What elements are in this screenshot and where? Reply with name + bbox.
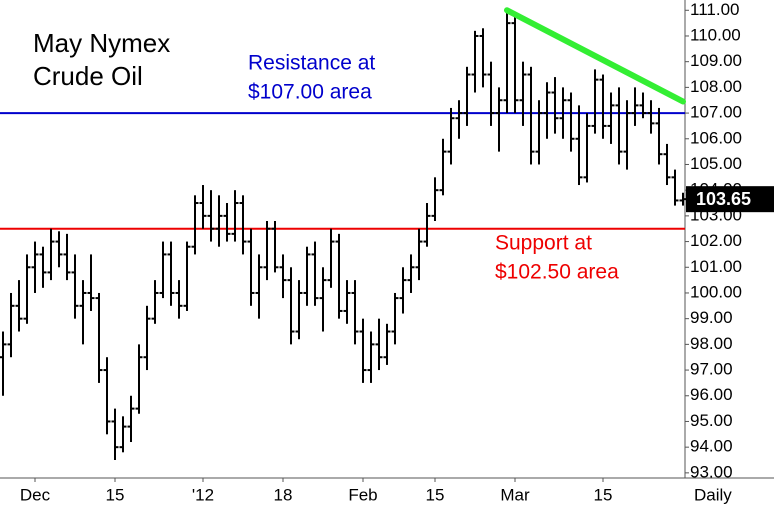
y-tick-label: 99.00: [690, 308, 733, 327]
last-price-label: 103.65: [696, 189, 751, 209]
y-tick-label: 105.00: [690, 154, 742, 173]
last-price-box: [686, 186, 774, 213]
level-annotation: $102.50 area: [495, 261, 619, 284]
x-unit-label: Daily: [694, 485, 732, 504]
x-tick-label: 15: [426, 485, 445, 504]
x-tick-label: 15: [106, 485, 125, 504]
y-tick-label: 107.00: [690, 103, 742, 122]
x-tick-label: Mar: [500, 485, 530, 504]
chart-title: Crude Oil: [33, 61, 143, 91]
y-tick-label: 93.00: [690, 462, 733, 481]
y-tick-label: 109.00: [690, 51, 742, 70]
x-tick-label: Feb: [348, 485, 377, 504]
y-tick-label: 97.00: [690, 360, 733, 379]
y-tick-label: 96.00: [690, 385, 733, 404]
y-tick-label: 108.00: [690, 77, 742, 96]
y-tick-label: 95.00: [690, 411, 733, 430]
y-tick-label: 94.00: [690, 437, 733, 456]
y-tick-label: 111.00: [690, 0, 739, 19]
y-tick-label: 98.00: [690, 334, 733, 353]
y-tick-label: 100.00: [690, 282, 742, 301]
x-tick-label: 18: [274, 485, 293, 504]
x-tick-label: '12: [192, 485, 214, 504]
y-tick-label: 102.00: [690, 231, 742, 250]
level-annotation: Support at: [495, 232, 592, 255]
chart-title: May Nymex: [33, 28, 170, 58]
trendline: [504, 7, 686, 105]
y-tick-label: 101.00: [690, 257, 742, 276]
x-tick-label: Dec: [20, 485, 51, 504]
level-annotation: Resistance at: [248, 52, 375, 75]
y-tick-label: 106.00: [690, 128, 742, 147]
level-annotation: $107.00 area: [248, 81, 372, 104]
x-tick-label: 15: [594, 485, 613, 504]
y-tick-label: 110.00: [690, 25, 741, 44]
